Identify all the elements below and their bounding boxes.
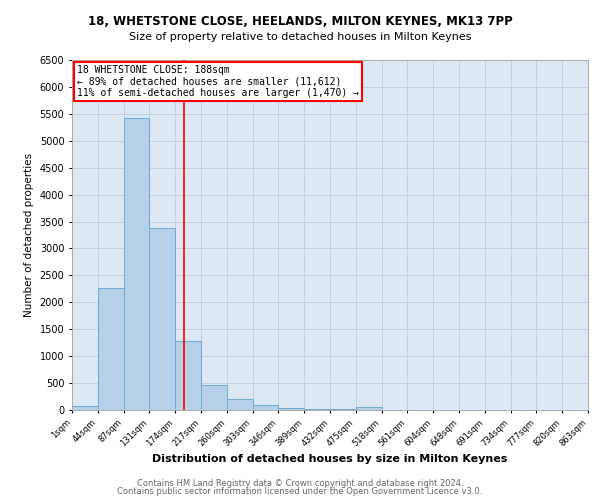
Bar bbox=[124, 118, 149, 410]
Bar bbox=[149, 228, 175, 410]
Text: 18, WHETSTONE CLOSE, HEELANDS, MILTON KEYNES, MK13 7PP: 18, WHETSTONE CLOSE, HEELANDS, MILTON KE… bbox=[88, 15, 512, 28]
Bar bbox=[98, 288, 124, 410]
Text: 18 WHETSTONE CLOSE: 188sqm
← 89% of detached houses are smaller (11,612)
11% of : 18 WHETSTONE CLOSE: 188sqm ← 89% of deta… bbox=[77, 66, 359, 98]
Text: Contains HM Land Registry data © Crown copyright and database right 2024.: Contains HM Land Registry data © Crown c… bbox=[137, 478, 463, 488]
Bar bbox=[278, 408, 304, 410]
Y-axis label: Number of detached properties: Number of detached properties bbox=[24, 153, 34, 317]
Text: Contains public sector information licensed under the Open Government Licence v3: Contains public sector information licen… bbox=[118, 487, 482, 496]
Bar bbox=[175, 340, 201, 410]
Bar bbox=[356, 407, 382, 410]
X-axis label: Distribution of detached houses by size in Milton Keynes: Distribution of detached houses by size … bbox=[152, 454, 508, 464]
Bar bbox=[201, 385, 227, 410]
Text: Size of property relative to detached houses in Milton Keynes: Size of property relative to detached ho… bbox=[129, 32, 471, 42]
Bar bbox=[227, 398, 253, 410]
Bar bbox=[72, 406, 98, 410]
Bar bbox=[304, 409, 330, 410]
Bar bbox=[253, 406, 278, 410]
